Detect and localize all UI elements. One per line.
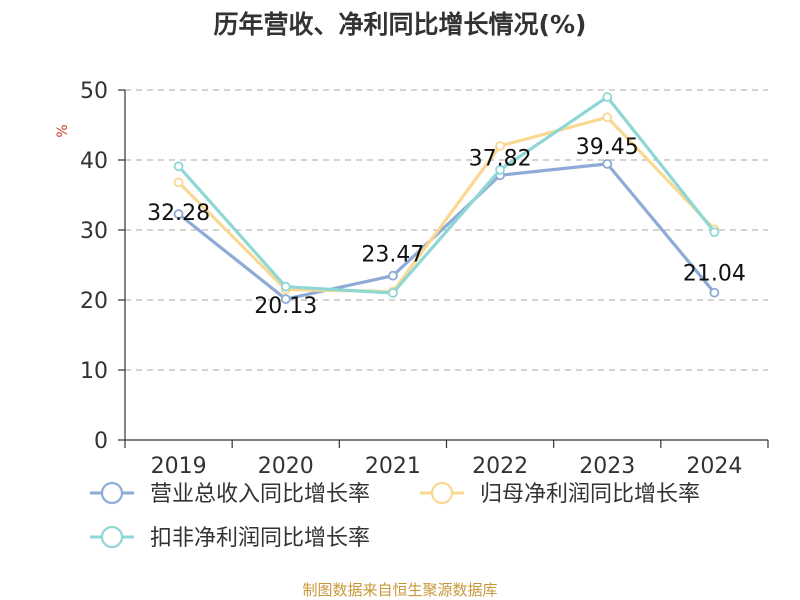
legend-item-0[interactable]: 营业总收入同比增长率 <box>90 481 370 507</box>
y-tick-label: 10 <box>80 359 108 384</box>
data-point <box>602 158 613 169</box>
legend-label: 扣非净利润同比增长率 <box>150 526 370 551</box>
data-point <box>709 227 720 238</box>
data-point <box>602 112 613 123</box>
series-line <box>177 162 716 301</box>
x-tick-label: 2023 <box>579 454 635 479</box>
data-point <box>173 177 184 188</box>
data-point <box>173 161 184 172</box>
y-tick-labels: 0 10 20 30 40 50 <box>80 79 108 454</box>
y-tick-label: 40 <box>80 149 108 174</box>
axes <box>118 89 769 448</box>
series-2 <box>173 92 720 298</box>
y-tick-label: 20 <box>80 289 108 314</box>
y-tick-label: 0 <box>94 429 108 454</box>
data-point <box>602 92 613 102</box>
data-point <box>388 270 398 281</box>
data-label: 32.28 <box>147 201 210 226</box>
data-label: 21.04 <box>683 262 746 287</box>
x-tick-label: 2019 <box>151 454 207 479</box>
data-point <box>280 294 291 304</box>
data-label: 23.47 <box>361 243 424 268</box>
legend-marker <box>100 525 124 549</box>
source-note: 制图数据来自恒生聚源数据库 <box>302 581 497 599</box>
data-label: 37.82 <box>469 146 532 171</box>
y-tick-label: 30 <box>80 219 108 244</box>
legend-label: 归母净利润同比增长率 <box>480 482 700 507</box>
data-labels: 32.28 20.13 23.47 37.82 39.45 21.04 <box>147 135 746 319</box>
data-point <box>173 209 184 219</box>
legend-label: 营业总收入同比增长率 <box>150 482 370 507</box>
x-tick-label: 2020 <box>258 454 314 479</box>
data-point <box>709 287 720 298</box>
data-point <box>495 164 505 175</box>
data-label: 20.13 <box>254 294 317 319</box>
legend-marker <box>100 481 124 505</box>
x-tick-label: 2021 <box>365 454 421 479</box>
y-tick-label: 50 <box>80 79 108 104</box>
x-tick-label: 2024 <box>686 454 742 479</box>
x-tick-labels: 2019 2020 2021 2022 2023 2024 <box>151 454 743 479</box>
data-point <box>495 141 505 151</box>
data-label: 39.45 <box>576 135 639 160</box>
series-0 <box>173 158 720 304</box>
series-line <box>177 95 716 295</box>
x-tick-label: 2022 <box>472 454 528 479</box>
data-point <box>388 288 398 298</box>
legend-marker <box>430 481 454 505</box>
legend-item-1[interactable]: 归母净利润同比增长率 <box>420 481 700 507</box>
series-lines <box>173 92 720 304</box>
data-point <box>280 281 291 292</box>
series-line <box>177 115 716 294</box>
y-axis-label: % <box>55 124 71 137</box>
legend-item-2[interactable]: 扣非净利润同比增长率 <box>90 525 370 551</box>
chart-title: 历年营收、净利同比增长情况(%) <box>214 10 587 39</box>
